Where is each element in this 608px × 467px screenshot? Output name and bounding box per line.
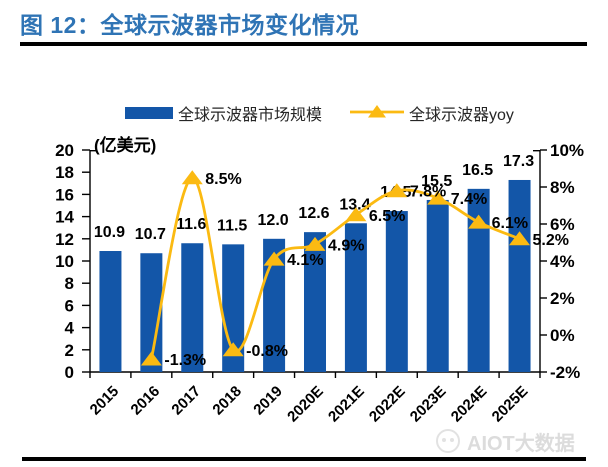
watermark-text: AIOT大数据 xyxy=(467,432,575,455)
yoy-value-label: 4.1% xyxy=(287,252,323,269)
yoy-marker-2025E xyxy=(509,231,531,246)
x-axis-label-2019: 2019 xyxy=(250,383,286,419)
bar-2015 xyxy=(99,251,122,372)
yoy-marker-2018 xyxy=(222,342,244,357)
yoy-value-label: -0.8% xyxy=(246,343,288,360)
bar-2020E xyxy=(304,232,326,372)
bar-value-label: 16.5 xyxy=(462,162,493,179)
legend-label-yoy: 全球示波器yoy xyxy=(409,106,514,124)
left-axis-tick-label: 14 xyxy=(55,208,74,227)
bar-2021E xyxy=(344,223,367,372)
bar-value-label: 10.7 xyxy=(135,226,166,243)
yoy-value-label: 5.2% xyxy=(533,232,569,249)
left-axis-tick-label: 16 xyxy=(55,185,74,204)
right-axis-tick-label: 10% xyxy=(550,141,584,160)
bar-2022E xyxy=(385,211,408,372)
bar-value-label: 10.9 xyxy=(94,224,125,241)
x-axis-label-2020E: 2020E xyxy=(284,383,327,426)
x-axis-label-2018: 2018 xyxy=(209,383,245,419)
left-axis-tick-label: 10 xyxy=(55,252,74,271)
bar-value-label: 15.5 xyxy=(421,173,452,190)
yoy-marker-2024E xyxy=(468,214,490,229)
figure-title: 图 12：全球示波器市场变化情况 xyxy=(20,12,359,38)
yoy-value-label: 6.5% xyxy=(369,208,405,225)
yoy-value-label: 4.9% xyxy=(328,237,364,254)
left-axis-tick-label: 2 xyxy=(65,341,74,360)
x-axis-label-2023E: 2023E xyxy=(407,383,450,426)
yoy-marker-2020E xyxy=(304,236,326,251)
right-axis-tick-label: -2% xyxy=(550,363,580,382)
left-axis-tick-label: 18 xyxy=(55,163,74,182)
left-axis-tick-label: 20 xyxy=(55,141,74,160)
watermark-logo-icon xyxy=(436,429,460,453)
bar-2016 xyxy=(140,253,163,372)
bar-value-label: 17.3 xyxy=(503,153,534,170)
yoy-value-label: 6.1% xyxy=(492,215,528,232)
left-axis-tick-label: 6 xyxy=(65,296,74,315)
left-axis-tick-label: 4 xyxy=(65,319,75,338)
bar-value-label: 12.0 xyxy=(258,212,289,229)
x-axis-label-2017: 2017 xyxy=(168,383,204,419)
left-axis-tick-label: 0 xyxy=(65,363,74,382)
right-axis-tick-label: 0% xyxy=(550,326,575,345)
yoy-value-label: 8.5% xyxy=(205,171,241,188)
yoy-value-label: -1.3% xyxy=(164,352,206,369)
bar-2024E xyxy=(467,188,490,372)
yoy-marker-2023E xyxy=(427,190,449,205)
yoy-value-label: 7.4% xyxy=(451,191,487,208)
right-axis-tick-label: 2% xyxy=(550,289,575,308)
yoy-value-label: 7.8% xyxy=(410,184,446,201)
legend-swatch-market-size xyxy=(125,107,173,119)
bottom-divider xyxy=(22,457,586,461)
x-axis-label-2022E: 2022E xyxy=(366,383,409,426)
bar-value-label: 11.5 xyxy=(217,217,247,234)
yoy-marker-2016 xyxy=(140,351,162,366)
x-axis-label-2021E: 2021E xyxy=(325,383,368,426)
title-divider xyxy=(20,42,587,46)
right-axis-tick-label: 4% xyxy=(550,252,575,271)
x-axis-label-2024E: 2024E xyxy=(448,383,491,426)
legend-label-market-size: 全球示波器市场规模 xyxy=(178,106,322,124)
yoy-marker-2017 xyxy=(181,170,203,185)
right-axis-tick-label: 6% xyxy=(550,215,575,234)
x-axis-label-2015: 2015 xyxy=(87,383,123,419)
watermark: AIOT大数据 xyxy=(436,428,575,455)
yoy-marker-2021E xyxy=(345,207,367,222)
x-axis-label-2016: 2016 xyxy=(128,383,164,419)
bar-value-label: 12.6 xyxy=(298,205,329,222)
yoy-marker-2019 xyxy=(263,251,285,266)
bar-value-label: 11.6 xyxy=(176,216,206,233)
yoy-marker-2022E xyxy=(386,183,408,198)
x-axis-label-2025E: 2025E xyxy=(489,383,532,426)
legend-marker-yoy-icon xyxy=(368,105,386,118)
left-axis-tick-label: 8 xyxy=(65,274,74,293)
bar-2023E xyxy=(426,199,449,372)
bar-2025E xyxy=(508,179,531,372)
left-axis-unit-label: (亿美元) xyxy=(94,135,156,155)
left-axis-tick-label: 12 xyxy=(55,230,74,249)
right-axis-tick-label: 8% xyxy=(550,178,575,197)
bar-2017 xyxy=(181,243,204,372)
